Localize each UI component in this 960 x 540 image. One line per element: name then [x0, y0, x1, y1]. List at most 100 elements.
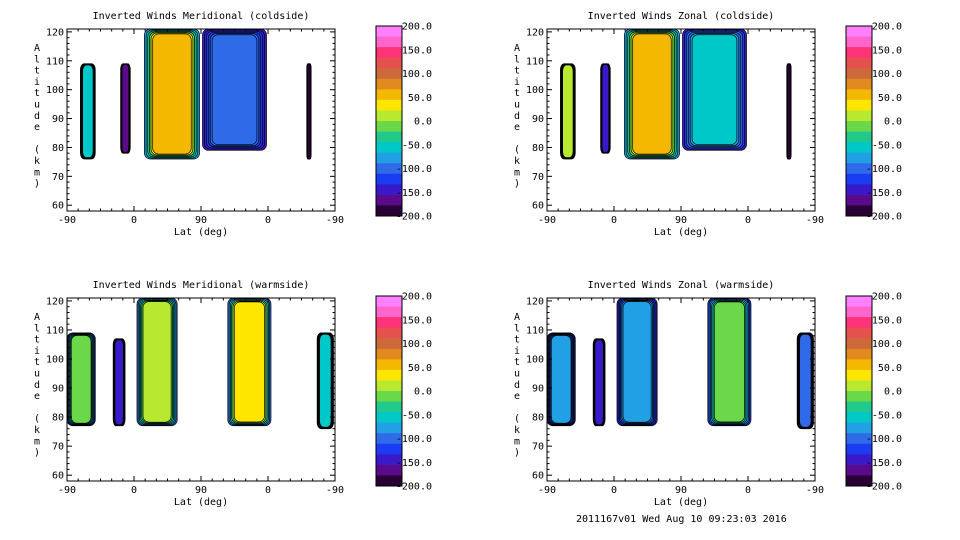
colorbar-tick-label: -200.0 [396, 482, 432, 493]
colorbar-swatch [376, 89, 402, 101]
data-region [80, 63, 96, 160]
colorbar-tick-label: -150.0 [396, 458, 432, 469]
footer-timestamp: 2011167v01 Wed Aug 10 09:23:03 2016 [576, 514, 787, 525]
colorbar-swatch [376, 99, 402, 111]
colorbar-swatch [846, 173, 872, 185]
colorbar-swatch [376, 152, 402, 164]
x-tick-label: -90 [538, 215, 556, 226]
colorbar-tick-label: -100.0 [396, 164, 432, 175]
colorbar-swatch [846, 152, 872, 164]
colorbar-swatch [376, 47, 402, 59]
colorbar-swatch [846, 464, 872, 476]
y-tick-label: 110 [526, 56, 544, 67]
colorbar-tick-label: -50.0 [402, 410, 432, 421]
colorbar-tick-label: 200.0 [872, 22, 902, 33]
colorbar-swatch [376, 348, 402, 360]
colorbar-tick-label: -50.0 [872, 410, 902, 421]
y-tick-label: 100 [46, 355, 64, 366]
data-region [136, 298, 178, 427]
y-tick-label: 60 [532, 201, 544, 212]
x-tick-label: 0 [611, 215, 617, 226]
colorbar-swatch [376, 401, 402, 413]
colorbar-swatch [376, 205, 402, 217]
x-tick-label: -90 [326, 215, 344, 226]
colorbar-tick-label: 50.0 [878, 363, 902, 374]
colorbar-tick-label: 150.0 [402, 315, 432, 326]
x-tick-label: 0 [131, 485, 137, 496]
colorbar-tick-label: 100.0 [402, 69, 432, 80]
colorbar-swatch [846, 317, 872, 329]
colorbar-swatch [846, 205, 872, 217]
colorbar-swatch [846, 142, 872, 154]
colorbar-swatch [846, 36, 872, 48]
y-tick-label: 80 [532, 143, 544, 154]
colorbar-swatch [376, 338, 402, 350]
contour-band [152, 33, 192, 155]
x-tick-label: 90 [195, 215, 207, 226]
chart-panel-2: Inverted Winds Zonal (coldside) 60 70 80 90 1… [514, 11, 902, 238]
contour-band [82, 64, 94, 159]
colorbar-tick-label: -150.0 [866, 458, 902, 469]
chart-panel-1: Inverted Winds Meridional (coldside) 60 70… [34, 11, 432, 238]
y-tick-label: 90 [532, 384, 544, 395]
colorbar-swatch [376, 36, 402, 48]
colorbar-swatch [846, 412, 872, 424]
colorbar-swatch [846, 57, 872, 69]
data-layer [67, 298, 334, 430]
colorbar-swatch [846, 348, 872, 360]
colorbar-swatch [846, 475, 872, 487]
colorbar-swatch [376, 454, 402, 466]
data-region [306, 63, 312, 160]
colorbar-swatch [846, 78, 872, 90]
data-region [227, 298, 272, 427]
colorbar-swatch [846, 296, 872, 308]
colorbar-swatch [846, 401, 872, 413]
x-tick-label: -90 [58, 485, 76, 496]
contour-band [142, 301, 172, 423]
colorbar-swatch [376, 131, 402, 143]
colorbar-swatch [376, 194, 402, 206]
contour-band [70, 335, 92, 424]
colorbar-tick-label: 100.0 [872, 69, 902, 80]
colorbar-tick-label: 150.0 [402, 45, 432, 56]
contour-band [601, 64, 610, 153]
contour-band [211, 34, 258, 145]
colorbar-swatch [376, 306, 402, 318]
colorbar-swatch [846, 184, 872, 196]
y-tick-label: 60 [532, 471, 544, 482]
data-region [592, 338, 606, 427]
colorbar-swatch [376, 173, 402, 185]
colorbar-swatch [376, 317, 402, 329]
colorbar-tick-label: 50.0 [408, 363, 432, 374]
colorbar-swatch [846, 433, 872, 445]
colorbar-swatch [846, 68, 872, 80]
plot-frame [66, 28, 336, 212]
x-axis-label: Lat (deg) [174, 497, 228, 508]
colorbar-frame [845, 25, 873, 217]
colorbar-swatch [376, 369, 402, 381]
contour-band [691, 34, 738, 145]
colorbar-tick-label: 200.0 [402, 22, 432, 33]
data-region [67, 332, 96, 427]
y-tick-label: 100 [526, 355, 544, 366]
plot-frame [66, 297, 336, 482]
colorbar-tick-label: -200.0 [866, 212, 902, 223]
colorbar-swatch [846, 121, 872, 133]
data-region [120, 63, 131, 154]
colorbar-swatch [376, 296, 402, 308]
chart-title: Inverted Winds Zonal (warmside) [588, 280, 775, 291]
data-region [316, 332, 334, 430]
colorbar-swatch [376, 380, 402, 392]
data-region [547, 332, 576, 427]
colorbar-swatch [376, 163, 402, 175]
data-region [786, 63, 792, 160]
colorbar-tick-label: -50.0 [872, 140, 902, 151]
contour-band [787, 63, 791, 159]
colorbar-tick-label: 200.0 [872, 292, 902, 303]
x-tick-label: 0 [265, 215, 271, 226]
x-tick-label: 0 [745, 215, 751, 226]
